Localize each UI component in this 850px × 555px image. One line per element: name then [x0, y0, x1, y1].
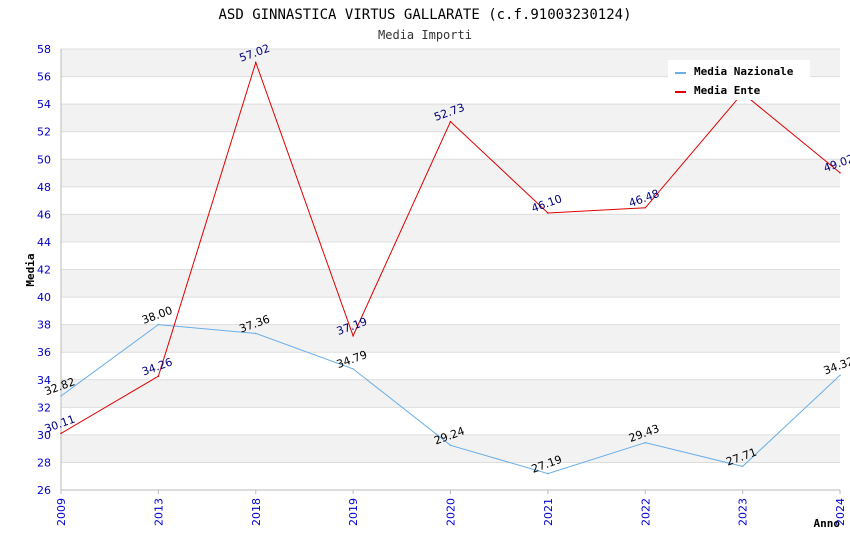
chart-subtitle: Media Importi	[378, 28, 472, 42]
x-tick-label: 2023	[737, 498, 750, 526]
grid-band	[61, 131, 840, 160]
y-tick-label: 38	[37, 319, 51, 332]
data-point	[449, 444, 452, 447]
grid-band	[61, 407, 840, 435]
grid-lines	[61, 48, 840, 491]
grid-band	[61, 186, 840, 215]
y-tick-label: 30	[37, 429, 51, 442]
data-point	[644, 441, 647, 444]
y-tick-label: 52	[37, 126, 51, 139]
series-lines	[60, 60, 841, 475]
grid-band	[61, 241, 840, 270]
grid-band	[61, 324, 840, 353]
y-tick-label: 58	[37, 43, 51, 56]
x-tick-label: 2009	[55, 498, 68, 526]
data-point	[547, 212, 549, 214]
grid-band	[61, 269, 840, 298]
y-tick-label: 50	[37, 153, 51, 166]
y-tick-label: 40	[37, 291, 51, 304]
data-point	[449, 120, 452, 123]
data-point	[352, 334, 354, 337]
x-tick-label: 2020	[445, 498, 458, 526]
data-point	[157, 323, 160, 326]
data-point	[157, 375, 160, 377]
data-point	[352, 368, 354, 370]
data-point	[254, 332, 257, 335]
grid-band	[61, 462, 840, 490]
legend-entry: Media Ente	[694, 84, 761, 97]
y-tick-label: 28	[37, 456, 51, 469]
data-point	[741, 465, 744, 468]
data-point	[60, 395, 62, 397]
data-point	[644, 206, 647, 209]
y-tick-label: 44	[37, 236, 51, 249]
grid-band	[61, 352, 840, 380]
y-tick-label: 32	[37, 401, 51, 414]
data-point	[547, 472, 549, 475]
y-tick-labels: 26 28 30 32 34 36 38 40 42 44 46 48 50 52 54 56 58	[37, 43, 51, 497]
x-tick-label: 2024	[834, 498, 847, 526]
grid-band	[61, 379, 840, 408]
grid-band	[61, 214, 840, 242]
x-tick-label: 2018	[250, 498, 263, 526]
data-point	[839, 374, 841, 377]
x-tick-label: 2021	[542, 498, 555, 526]
y-tick-label: 42	[37, 264, 51, 277]
chart-title: ASD GINNASTICA VIRTUS GALLARATE (c.f.910…	[218, 7, 631, 23]
x-tick-labels: 2009 2013 2018 2019 2020 2021 2022 2023 2024	[55, 498, 847, 526]
data-point	[254, 61, 257, 64]
y-tick-label: 48	[37, 181, 51, 194]
grid-band	[61, 434, 840, 463]
axes	[60, 49, 841, 494]
x-tick-label: 2013	[152, 498, 165, 526]
grid-band	[61, 159, 840, 187]
grid-band	[61, 104, 840, 132]
y-tick-label: 46	[37, 208, 51, 221]
legend-box	[668, 60, 810, 100]
y-tick-label: 36	[37, 346, 51, 359]
legend: Media Nazionale Media Ente	[668, 60, 810, 100]
data-point	[839, 171, 841, 174]
grid-bands	[61, 49, 840, 490]
y-tick-label: 34	[37, 374, 51, 387]
y-tick-label: 26	[37, 484, 51, 497]
legend-entry: Media Nazionale	[694, 65, 794, 78]
x-tick-label: 2019	[347, 498, 360, 526]
y-tick-label: 56	[37, 71, 51, 84]
grid-band	[61, 297, 840, 325]
data-point	[60, 432, 62, 435]
y-tick-label: 54	[37, 98, 51, 111]
x-tick-label: 2022	[639, 498, 652, 526]
x-axis-label: Anno	[814, 517, 841, 530]
y-axis-label: Media	[24, 253, 37, 286]
